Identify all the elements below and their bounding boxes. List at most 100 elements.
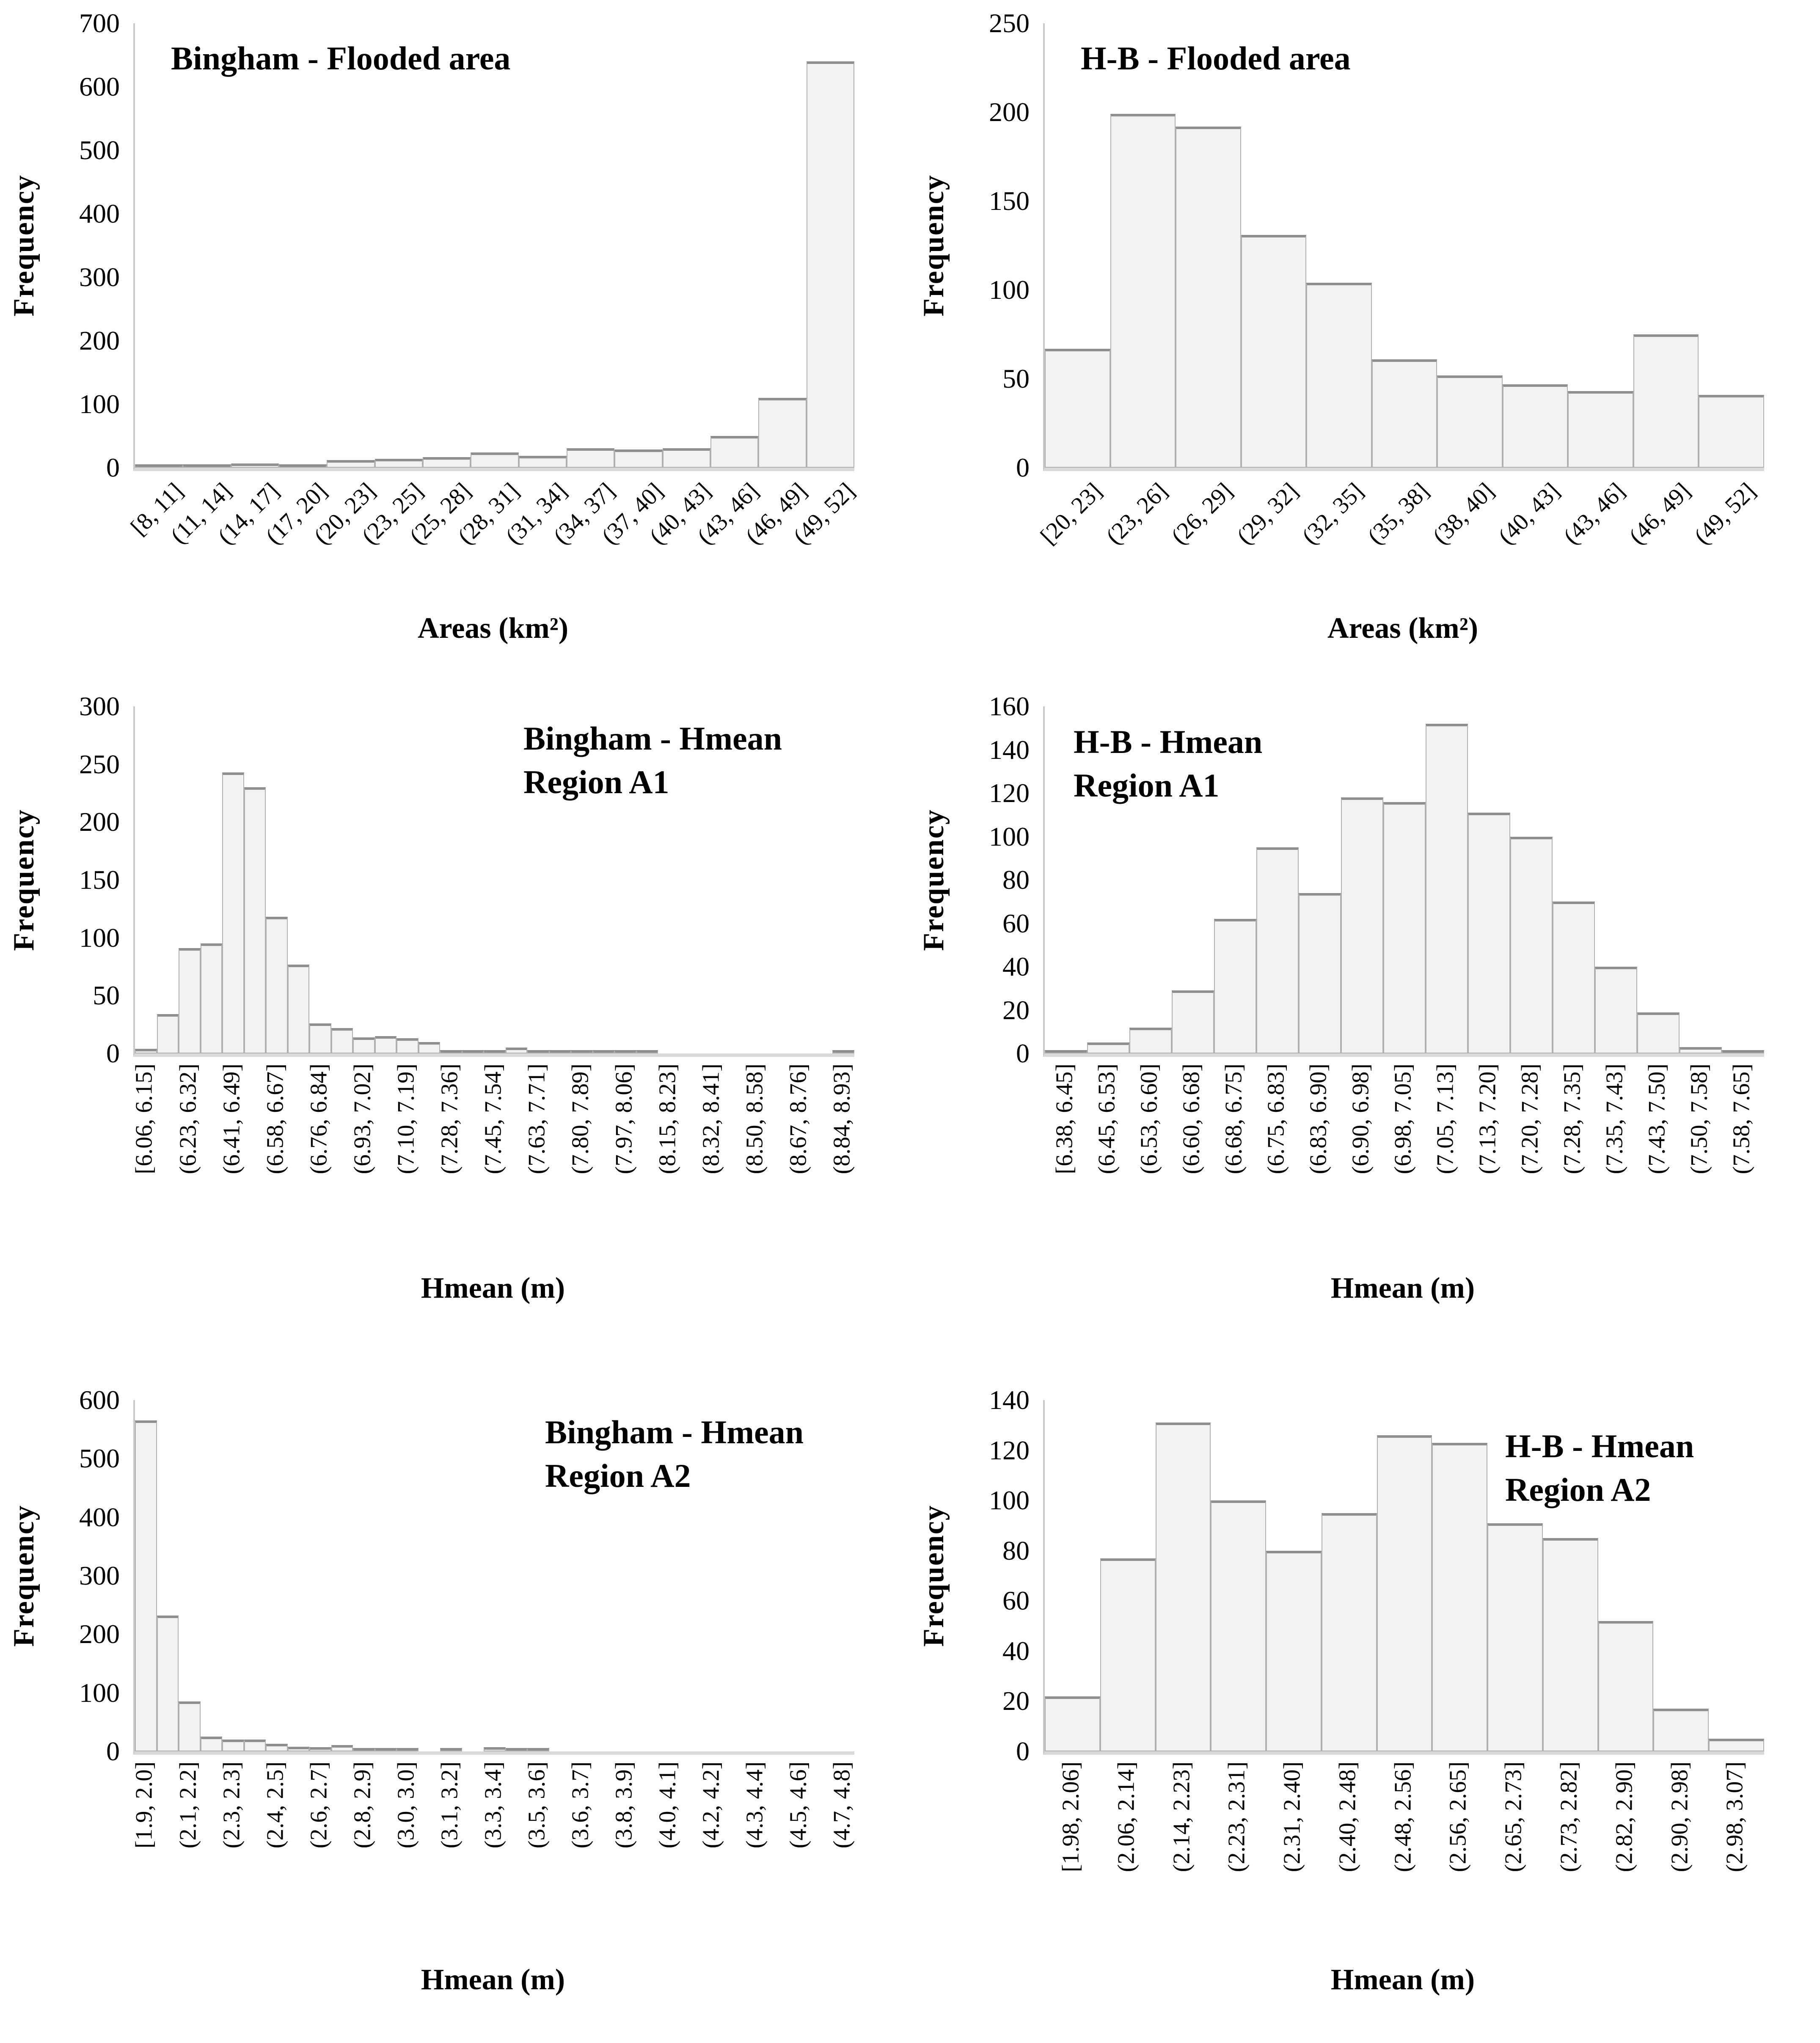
x-tick-label: (6.68, 6.75] [1220,1064,1247,1175]
bars-container [1045,706,1764,1053]
x-tick-label: (7.05, 7.13] [1432,1064,1458,1175]
plot-area: 0 100 200 300 400 500 600 Bingham - Hmean Regio… [79,1387,854,1765]
bars-container [135,23,854,468]
chart-bingham-hmean-region-a2: Frequency 0 100 200 300 400 500 600 Bingham - … [0,1362,910,2043]
chart-hb-hmean-region-a1: Frequency 0 20 40 60 80 100 120 140 160 H-B - Hm… [910,681,1820,1362]
x-tick-label: (4.0, 4.1] [654,1762,681,1849]
y-tick-label: 200 [79,1619,120,1649]
chart-title: H-B - Hmean Region A1 [1074,720,1262,808]
x-tick-label: (38, 40] [1428,478,1500,550]
histogram-bar [1155,1423,1211,1751]
x-tick-label: (8.15, 8.23] [654,1064,681,1175]
y-tick-label: 40 [1002,1635,1030,1666]
y-tick-label: 50 [93,980,120,1011]
histogram-bar [1100,1558,1156,1751]
histogram-bar [1510,836,1553,1053]
x-tick-label: [6.06, 6.15] [131,1064,157,1175]
y-tick-label: 600 [79,72,120,102]
chart-title-line: Region A2 [1505,1471,1651,1508]
y-tick-label: 200 [79,807,120,837]
histogram-bar [527,1050,549,1053]
histogram-bar [1256,847,1299,1053]
x-tick-label: (7.43, 7.50] [1644,1064,1670,1175]
x-tick-label: (2.73, 2.82] [1556,1762,1582,1872]
chart-title: Bingham - Hmean Region A1 [523,717,782,804]
histogram-bar [1637,1012,1680,1053]
y-tick-label: 400 [79,1502,120,1532]
chart-hb-flooded-area: Frequency 0 50 100 150 200 250 H-B - Flooded … [910,0,1820,681]
y-tick-label: 100 [989,275,1030,305]
histogram-bar [440,1050,462,1053]
chart-title-line: H-B - Flooded area [1081,39,1351,77]
histogram-bar [135,1049,157,1053]
histogram-bar [222,772,244,1053]
x-axis: [8, 11] (11, 14] (14, 17] (17, 20] (20, 23](… [126,471,860,598]
histogram-bar [327,460,375,468]
x-tick-label: (23, 26] [1101,478,1173,550]
histogram-bar [1341,797,1383,1053]
y-tick-label: 150 [989,186,1030,216]
chart-title-line: Region A1 [523,763,669,800]
x-axis: [1.98, 2.06] (2.06, 2.14] (2.14, 2.23] (2.2… [1043,1755,1762,1949]
histogram-bar [374,1036,397,1053]
histogram-bar [1432,1442,1488,1751]
x-axis-title: Areas (km²) [133,612,853,645]
x-tick-label: (7.35, 7.43] [1601,1064,1627,1175]
x-tick-label: (35, 38] [1362,478,1434,550]
x-tick-label: (3.1, 3.2] [436,1762,463,1849]
x-axis-title-text: Hmean (m) [421,1963,565,1996]
histogram-bar [1172,990,1214,1053]
x-tick-label: (8.67, 8.76] [785,1064,812,1175]
y-axis: 0 100 200 300 400 500 600 [10,1387,120,1765]
histogram-bar [244,787,266,1053]
histogram-bar [758,398,807,468]
y-tick-label: 120 [989,1435,1030,1465]
histogram-bar [527,1748,549,1751]
histogram-bar [1553,902,1595,1053]
histogram-bar [1487,1523,1543,1751]
x-axis-title-text: Hmean (m) [1330,1963,1475,1996]
histogram-bar [353,1037,375,1053]
y-tick-label: 100 [79,922,120,953]
histogram-bar [179,1701,201,1751]
x-axis: [6.06, 6.15] (6.23, 6.32] (6.41, 6.49] (6.5… [131,1057,855,1258]
histogram-bar [135,1420,157,1751]
y-axis: 0 50 100 150 200 250 300 [10,693,120,1067]
histogram-bar [1266,1550,1322,1751]
x-tick-label: (2.48, 2.56] [1390,1762,1416,1872]
x-tick-label: [1.9, 2.0] [131,1762,157,1849]
histogram-bar [1437,375,1503,468]
chart-bingham-flooded-area: Frequency 0 100 200 300 400 500 600 700 Bingham… [0,0,910,681]
histogram-bar [374,459,423,468]
y-tick-label: 300 [79,1561,120,1591]
x-tick-label: (7.10, 7.19] [392,1064,419,1175]
y-tick-label: 0 [106,1038,120,1068]
x-tick-label: (8.32, 8.41] [698,1064,724,1175]
x-tick-label: (3.3, 3.4] [480,1762,506,1849]
histogram-bar [1699,394,1764,468]
y-tick-label: 700 [79,8,120,38]
x-tick-label: (8.50, 8.58] [741,1064,768,1175]
histogram-bar [157,1616,179,1751]
histogram-bar [1633,334,1699,468]
histogram-bar [567,448,615,468]
histogram-bar [462,1050,484,1053]
y-tick-label: 400 [79,199,120,229]
x-tick-label: (8.84, 8.93] [829,1064,855,1175]
y-tick-label: 120 [989,778,1030,808]
histogram-bar [636,1050,658,1053]
histogram-bar [1241,234,1307,468]
histogram-bar [418,1042,441,1053]
histogram-bar [1502,384,1568,468]
histogram-bar [1383,802,1426,1053]
x-tick-label: [1.98, 2.06] [1057,1762,1084,1872]
histogram-bar [484,1050,506,1053]
x-tick-label: (6.93, 7.02] [349,1064,375,1175]
chart-title: H-B - Hmean Region A2 [1505,1425,1694,1512]
x-tick-label: (46, 49] [1624,478,1696,550]
histogram-bar [244,1740,266,1751]
chart-title-line: H-B - Hmean [1505,1428,1694,1465]
histogram-bar [1087,1042,1129,1053]
x-tick-label: (6.45, 6.53] [1093,1064,1120,1175]
y-tick-label: 140 [989,734,1030,765]
